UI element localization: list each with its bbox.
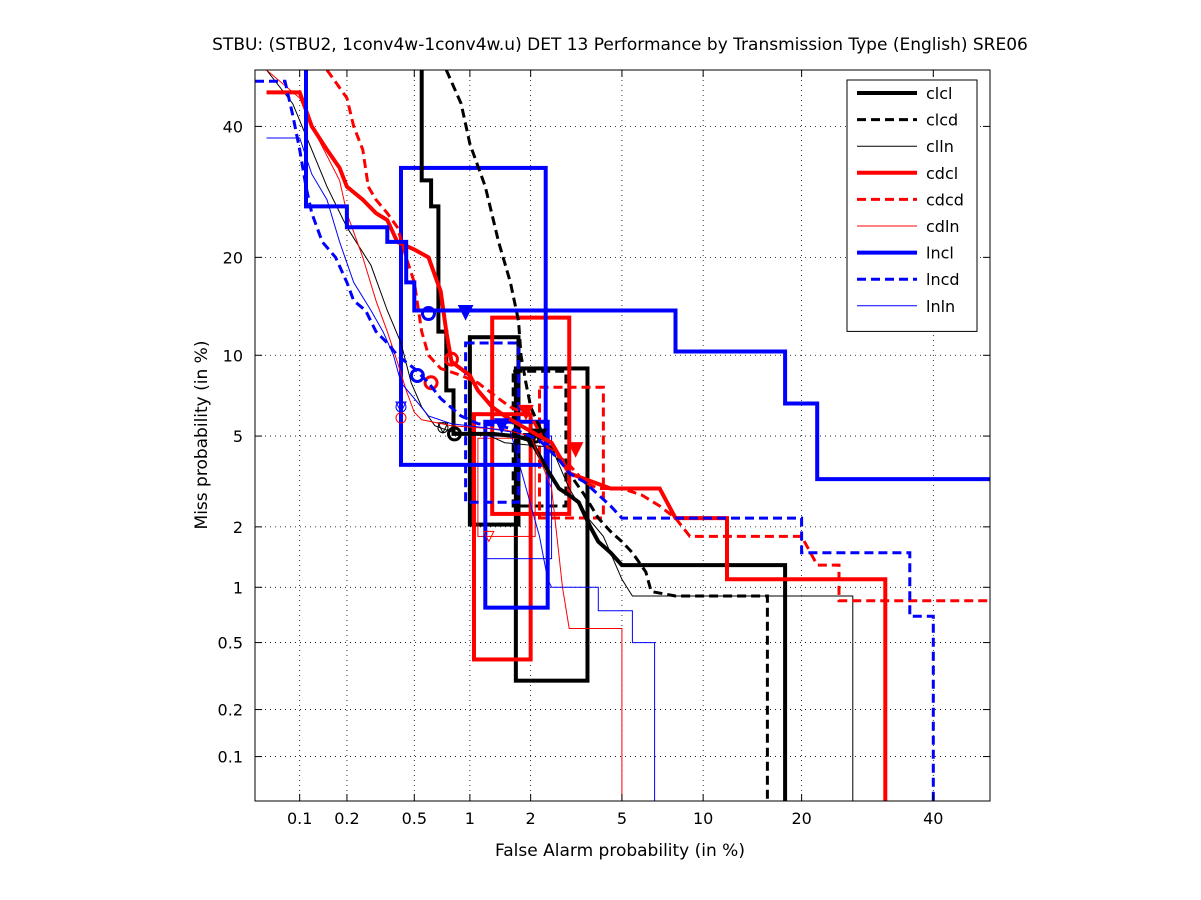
legend-label-clcl: clcl [926,84,952,103]
det-curve-lnln [266,137,656,801]
x-tick-label: 2 [526,809,536,828]
legend-label-lncd: lncd [926,270,960,289]
x-tick-label: 10 [693,809,713,828]
det-curve-cdcd [325,70,990,603]
plot-frame [254,69,991,802]
y-tick-label: 10 [223,346,243,365]
min-dcf-marker-lncd [493,418,510,434]
y-tick-label: 5 [233,427,243,446]
legend: clcl clcd clln cdcl cdcd cdln lncl lncd lnln [846,79,978,332]
det-curve-lncd [255,79,935,801]
x-tick-label: 5 [617,809,627,828]
min-dcf-marker-cdln [483,530,495,543]
legend-label-lnln: lnln [926,297,955,316]
min-dcf-marker-clln [437,422,449,434]
det-curve-clcd [444,70,769,801]
actual-dcf-marker-cdcd [423,375,439,391]
actual-dcf-marker-lncl [420,306,436,322]
x-axis-label: False Alarm probability (in %) [495,841,745,861]
x-tick-label: 20 [791,809,811,828]
x-tick-label: 0.1 [287,809,312,828]
x-tick-label: 1 [465,809,475,828]
y-tick-label: 0.1 [218,748,243,767]
x-tick-label: 0.2 [334,809,359,828]
legend-label-clln: clln [926,137,954,156]
confidence-box-lncl [398,165,548,467]
y-tick-label: 2 [233,518,243,537]
chart-title: STBU: (STBU2, 1conv4w-1conv4w.u) DET 13 … [212,35,1028,55]
y-tick-label: 0.2 [218,701,243,720]
det-curve-clcl [419,70,788,801]
x-tick-label: 40 [923,809,943,828]
x-axis-ticks: 0.1 0.2 0.5 1 2 5 10 20 40 [287,70,943,828]
legend-box [846,79,978,332]
series-layer [255,70,990,801]
det-curve-cdcl [266,90,888,801]
y-axis-label: Miss probability (in %) [192,341,212,530]
y-axis-ticks: 0.1 0.2 0.5 1 2 5 10 20 40 [218,117,990,767]
actual-dcf-marker-clcl [446,426,462,442]
det-curve-cdln [266,70,623,801]
confidence-box-cdln [477,437,536,537]
det-curve-lncl [304,70,990,482]
y-tick-label: 20 [223,248,243,267]
x-tick-label: 0.5 [402,809,427,828]
y-tick-label: 40 [223,117,243,136]
legend-label-cdln: cdln [926,217,960,236]
legend-label-cdcl: cdcl [926,164,958,183]
legend-label-clcd: clcd [926,111,958,130]
min-dcf-marker-cdcd [567,442,584,458]
min-dcf-marker-lnln [395,401,407,414]
y-tick-label: 1 [233,578,243,597]
y-tick-label: 0.5 [218,634,243,653]
legend-label-cdcd: cdcd [926,190,964,209]
actual-dcf-marker-lncd [409,367,425,383]
min-dcf-marker-lncl [457,305,474,321]
legend-label-lncl: lncl [926,244,954,263]
actual-dcf-marker-cdcl [443,351,459,367]
